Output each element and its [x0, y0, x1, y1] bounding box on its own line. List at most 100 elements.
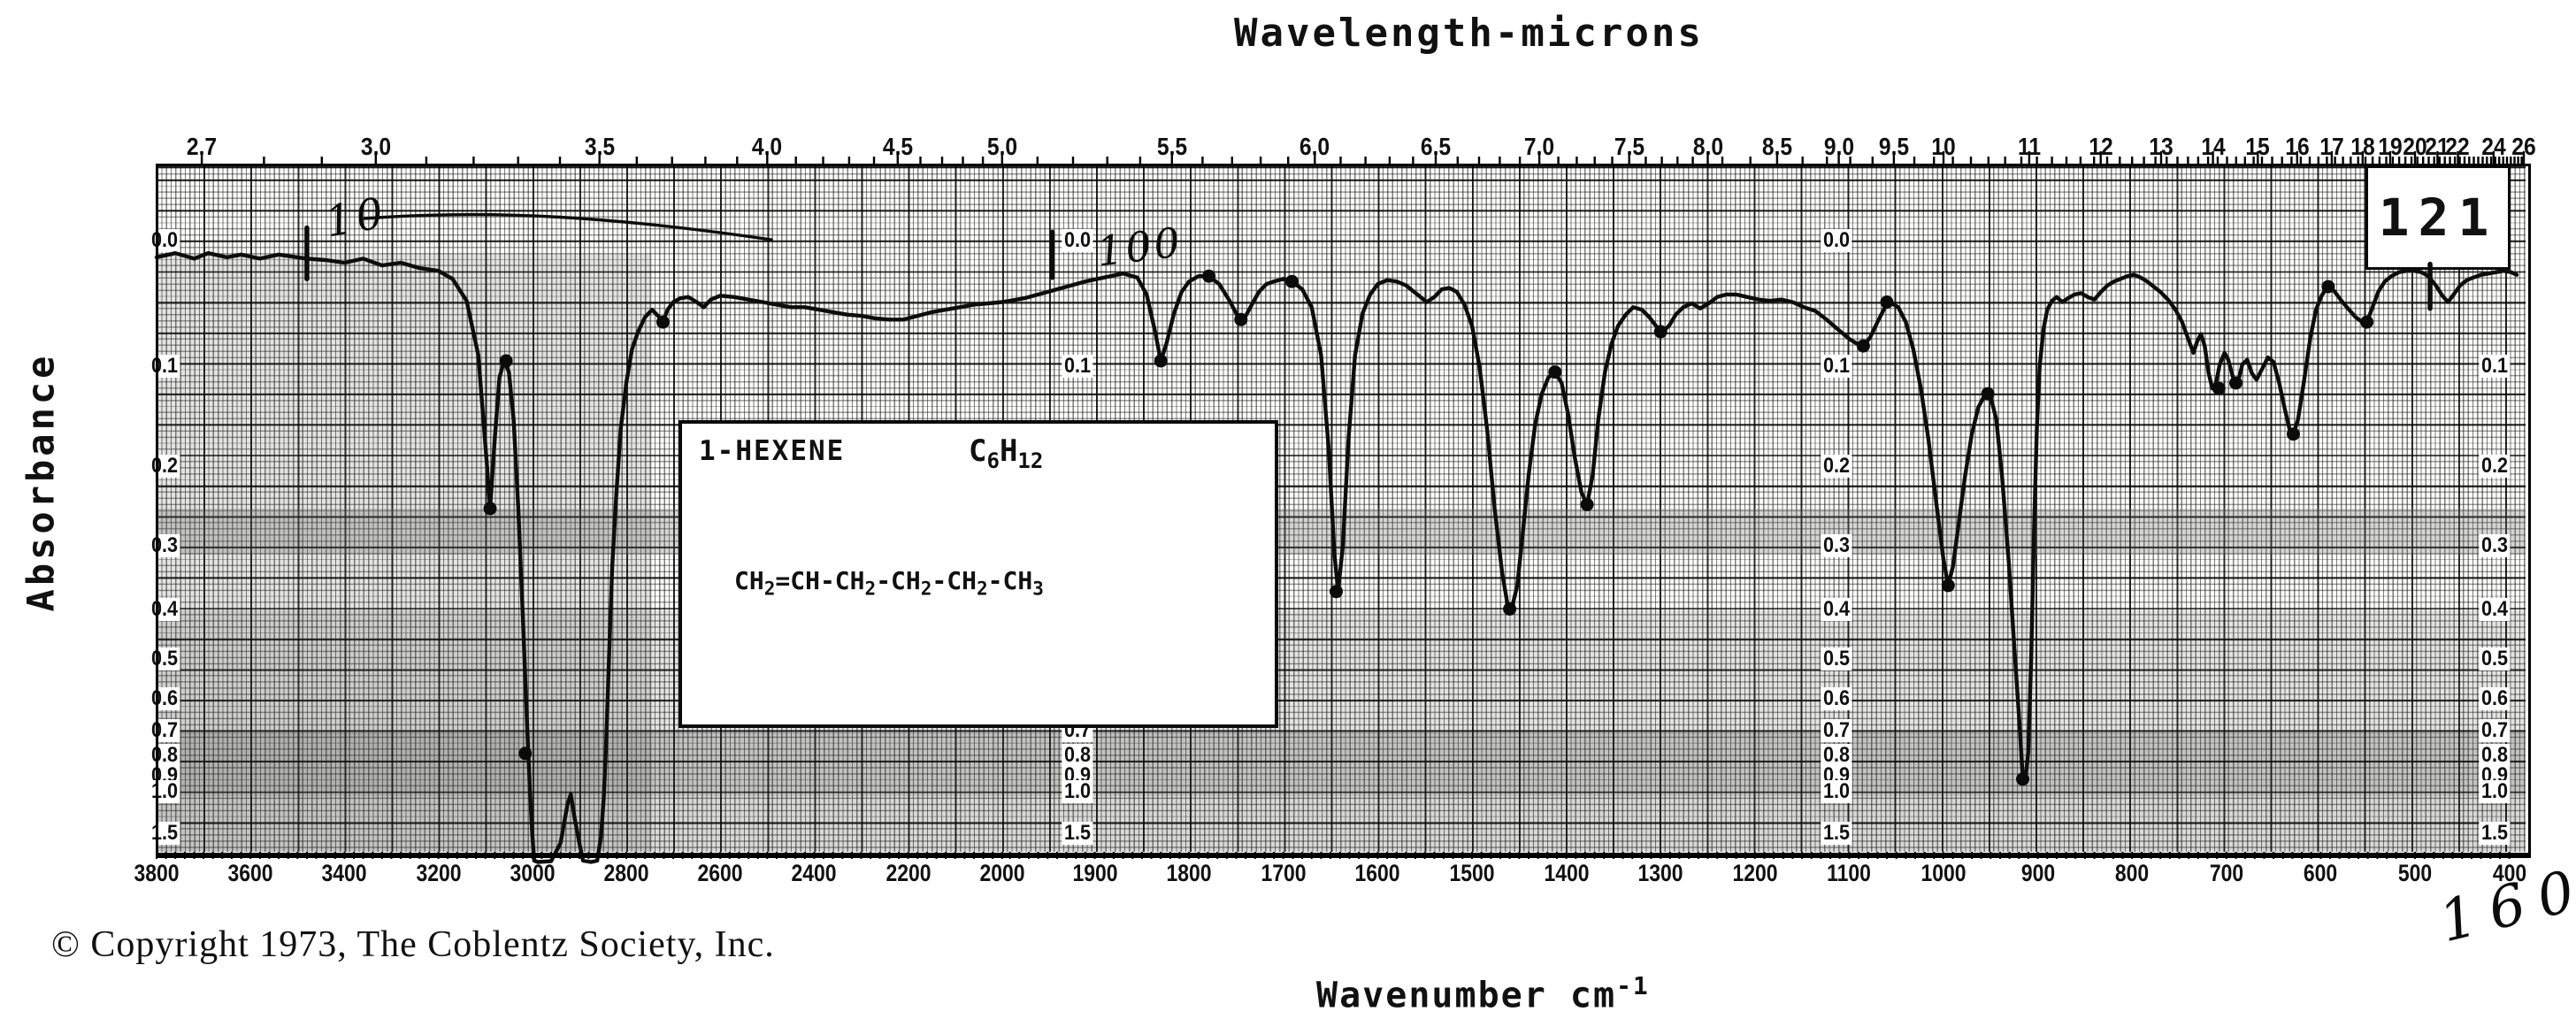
- wavelength-tick-label: 7.5: [1614, 133, 1645, 160]
- absorbance-scale-label: 1.5: [1821, 822, 1852, 845]
- wavelength-tick-label: 15: [2245, 133, 2270, 160]
- wavelength-tick-label: 3.5: [584, 133, 616, 160]
- wavenumber-tick-label: 2200: [886, 860, 932, 886]
- wavenumber-tick-label: 1000: [1920, 860, 1966, 886]
- absorbance-scale-label: 0.3: [1821, 534, 1852, 557]
- absorbance-scale-label: 0.0: [1062, 229, 1093, 252]
- absorbance-scale-label: 0.1: [2479, 355, 2511, 378]
- wavenumber-tick-label: 900: [2020, 860, 2056, 886]
- wavelength-tick-label: 8.5: [1761, 133, 1793, 160]
- wavenumber-tick-comb: [156, 852, 2511, 859]
- wavenumber-tick-label: 2600: [697, 860, 743, 886]
- absorbance-scale-label: 1.0: [2479, 780, 2511, 803]
- bottom-axis-title: Wavenumber cm-1: [1316, 971, 1650, 1015]
- wavelength-tick-label: 11: [2017, 133, 2042, 160]
- absorbance-scale-label: 0.7: [149, 719, 180, 742]
- wavelength-tick-label: 6.0: [1299, 133, 1330, 160]
- bottom-axis-exponent: -1: [1616, 971, 1650, 1000]
- compound-structure-formula: CH2=CH-CH2-CH2-CH2-CH3: [734, 566, 1044, 600]
- absorbance-scale-label: 0.7: [1821, 719, 1852, 742]
- wavelength-tick-label: 20: [2403, 133, 2427, 160]
- wavelength-tick-label: 6.5: [1420, 133, 1452, 160]
- absorbance-scale-label: 0.2: [2479, 455, 2511, 478]
- wavenumber-tick-label: 3200: [416, 860, 462, 886]
- wavenumber-tick-label: 2400: [791, 860, 837, 886]
- wavenumber-tick-label: 500: [2397, 860, 2433, 886]
- absorbance-scale-label: 0.0: [149, 229, 180, 252]
- structure-formula-part: -CH: [876, 566, 921, 595]
- y-axis-title: Absorbance: [19, 352, 63, 612]
- absorbance-scale-label: 0.5: [2479, 647, 2511, 670]
- wavelength-tick-label: 3.0: [360, 133, 392, 160]
- wavelength-tick-label: 13: [2149, 133, 2174, 160]
- wavenumber-tick-label: 2800: [603, 860, 649, 886]
- wavenumber-tick-label: 3000: [510, 860, 556, 886]
- wavenumber-tick-label: 3600: [227, 860, 273, 886]
- compound-molecular-formula: C6H12: [969, 433, 1043, 473]
- wavenumber-tick-label: 400: [2492, 860, 2527, 886]
- wavelength-tick-label: 4.5: [882, 133, 914, 160]
- absorbance-scale-label: 0.4: [149, 598, 180, 621]
- wavenumber-tick-label: 1200: [1732, 860, 1778, 886]
- wavelength-tick-comb: [200, 151, 2526, 165]
- structure-formula-subscript: 3: [1032, 578, 1044, 600]
- wavelength-tick-label: 5.0: [986, 133, 1018, 160]
- spectrum-number: 121: [2378, 188, 2498, 248]
- absorbance-scale-label: 0.5: [149, 647, 180, 670]
- molecular-formula-part: C: [969, 433, 987, 469]
- absorbance-scale-label: 1.5: [2479, 822, 2511, 845]
- absorbance-scale-label: 0.0: [1821, 229, 1852, 252]
- structure-formula-part: -CH: [987, 566, 1033, 595]
- y-axis-title-wrap: Absorbance: [0, 0, 80, 1019]
- wavenumber-tick-label: 600: [2303, 860, 2338, 886]
- absorbance-scale-label: 0.4: [1821, 598, 1852, 621]
- copyright-text: © Copyright 1973, The Coblentz Society, …: [51, 924, 775, 965]
- wavenumber-tick-label: 2000: [979, 860, 1025, 886]
- absorbance-scale-label: 0.6: [2479, 687, 2511, 710]
- wavelength-tick-label: 9.5: [1878, 133, 1910, 160]
- bottom-axis-title-text: Wavenumber cm: [1316, 975, 1617, 1016]
- wavelength-tick-label: 10: [1931, 133, 1956, 160]
- wavelength-tick-label: 18: [2350, 133, 2375, 160]
- absorbance-scale-label: 1.0: [149, 780, 180, 803]
- wavenumber-tick-label: 1500: [1449, 860, 1495, 886]
- absorbance-scale-label: 0.6: [149, 687, 180, 710]
- molecular-formula-part: H: [999, 433, 1018, 469]
- wavelength-tick-label: 8.0: [1692, 133, 1724, 160]
- spectrum-number-box: 121: [2365, 165, 2511, 270]
- molecular-formula-subscript: 6: [986, 448, 1000, 473]
- absorbance-scale-label: 0.5: [1821, 647, 1852, 670]
- wavenumber-tick-label: 1900: [1072, 860, 1118, 886]
- wavelength-tick-label: 7.0: [1523, 133, 1555, 160]
- molecular-formula-subscript: 12: [1017, 448, 1044, 473]
- wavenumber-tick-label: 1600: [1354, 860, 1400, 886]
- wavelength-tick-label: 17: [2319, 133, 2344, 160]
- structure-formula-subscript: 2: [763, 578, 776, 600]
- absorbance-scale-label: 1.5: [149, 822, 180, 845]
- wavelength-tick-label: 9.0: [1823, 133, 1855, 160]
- absorbance-scale-label: 0.2: [1821, 455, 1852, 478]
- absorbance-scale-label: 0.4: [2479, 598, 2511, 621]
- wavelength-tick-label: 12: [2089, 133, 2113, 160]
- top-axis-title: Wavelength-microns: [1234, 11, 1704, 56]
- wavelength-tick-label: 5.5: [1156, 133, 1188, 160]
- spectrum-grid-paper: [157, 165, 2526, 852]
- handwritten-note-10: 10: [321, 188, 391, 248]
- structure-formula-part: CH: [734, 566, 764, 595]
- absorbance-scale-label: 0.1: [149, 355, 180, 378]
- structure-formula-subscript: 2: [977, 578, 988, 600]
- absorbance-scale-label: 0.3: [149, 534, 180, 557]
- wavenumber-tick-label: 700: [2209, 860, 2244, 886]
- absorbance-scale-label: 0.2: [149, 455, 180, 478]
- wavenumber-tick-label: 1800: [1166, 860, 1212, 886]
- compound-name: 1-HEXENE: [699, 435, 846, 467]
- wavenumber-tick-label: 1300: [1637, 860, 1683, 886]
- wavelength-tick-label: 16: [2285, 133, 2310, 160]
- absorbance-scale-label: 0.1: [1062, 355, 1093, 378]
- scan-smudge-left: [157, 254, 652, 852]
- wavenumber-tick-label: 800: [2114, 860, 2150, 886]
- structure-formula-part: -CH: [932, 566, 977, 595]
- structure-formula-subscript: 2: [864, 578, 877, 600]
- wavenumber-tick-label: 1100: [1827, 860, 1871, 886]
- structure-formula-part: =CH-CH: [775, 566, 865, 595]
